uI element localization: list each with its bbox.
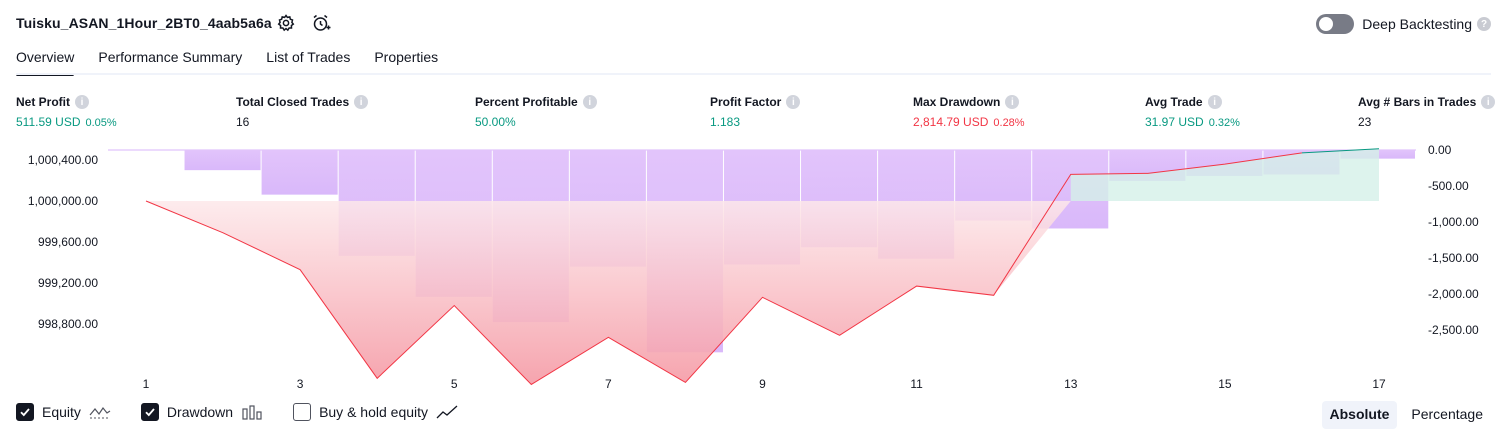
info-icon[interactable]: i [75,95,89,109]
right-axis-tick-label: -2,000.00 [1428,287,1479,301]
x-axis-tick-label: 3 [297,377,304,391]
legend-buy-hold-label: Buy & hold equity [319,404,429,420]
equity-drawdown-chart[interactable]: 998,800.00 999,200.00 999,600.00 1,000,000.… [0,140,1507,398]
metric-label: Avg # Bars in Trades [1358,95,1477,109]
strategy-title: Tuisku_ASAN_1Hour_2BT0_4aab5a6a [16,15,272,31]
deep-backtesting-label: Deep Backtesting [1362,16,1472,32]
left-axis-tick-label: 999,600.00 [38,235,98,249]
help-question-icon[interactable]: ? [1477,17,1491,31]
metric-label: Percent Profitable [475,95,578,109]
info-icon[interactable]: i [1207,95,1222,109]
metric-label: Total Closed Trades [236,95,350,109]
metric-label: Max Drawdown [913,95,1001,109]
metric-value: 1.183 [710,115,741,129]
metric-net-profit: Net Profit i 511.59 USD 0.05% [16,94,117,129]
metric-profit-factor: Profit Factor i 1.183 [710,94,801,129]
settings-gear-icon[interactable] [276,13,296,33]
drawdown-checkbox[interactable] [140,403,159,421]
buy-hold-checkbox[interactable] [293,403,312,421]
x-axis-tick-label: 5 [451,377,458,391]
x-axis-tick-label: 7 [605,377,612,391]
checkmark-icon [20,408,30,417]
equity-gain-area [1070,148,1379,201]
equity-loss-area [146,201,1071,385]
info-icon[interactable]: i [1005,95,1020,109]
deep-backtesting-control: Deep Backtesting ? [1316,13,1491,35]
drawdown-bar [184,150,261,171]
absolute-mode-button[interactable]: Absolute [1321,401,1398,429]
equity-line-gain-segment [1301,148,1380,154]
metric-value: 50.00% [475,115,516,129]
metric-percent: 0.32% [1208,117,1240,129]
left-axis-tick-label: 999,200.00 [38,276,98,290]
add-alert-clock-icon[interactable] [311,13,331,33]
metric-avg-bars-in-trades: Avg # Bars in Trades i 23 [1358,94,1496,129]
buy-hold-line-glyph-icon [436,405,458,419]
report-tabs: Overview Performance Summary List of Tra… [16,46,462,76]
metric-label: Net Profit [16,95,70,109]
drawdown-bar [261,150,338,195]
metric-percent: 0.05% [85,117,117,129]
tab-list-of-trades[interactable]: List of Trades [266,49,351,65]
x-axis-tick-label: 17 [1372,377,1386,391]
x-axis-tick-label: 13 [1064,377,1078,391]
equity-checkbox[interactable] [16,403,34,421]
right-axis-tick-label: -1,000.00 [1428,215,1479,229]
metric-value: 2,814.79 USD [913,115,989,129]
legend-drawdown-label: Drawdown [166,404,234,420]
info-icon[interactable]: i [786,95,801,109]
equity-line-glyph-icon [89,406,111,419]
info-icon[interactable]: i [354,95,369,109]
metric-avg-trade: Avg Trade i 31.97 USD 0.32% [1145,94,1240,129]
tab-performance-summary[interactable]: Performance Summary [98,49,243,65]
deep-backtesting-toggle[interactable] [1316,14,1355,34]
tabs-divider [16,73,1491,75]
metric-total-closed-trades: Total Closed Trades i 16 [236,94,369,129]
left-axis-tick-label: 1,000,000.00 [28,194,98,208]
left-axis-tick-label: 1,000,400.00 [28,153,98,167]
drawdown-bars-glyph-icon [242,405,262,420]
tab-overview[interactable]: Overview [16,46,75,76]
legend-equity-label: Equity [42,404,81,420]
right-axis-tick-label: -2,500.00 [1428,323,1479,337]
percentage-mode-button[interactable]: Percentage [1411,406,1483,422]
metric-value: 31.97 USD [1145,115,1204,129]
equity-line [145,152,1303,386]
right-axis-tick-label: -1,500.00 [1428,251,1479,265]
metric-value: 23 [1358,115,1372,129]
checkmark-icon [145,408,155,417]
value-mode-switch: Absolute Percentage [1316,401,1492,429]
metric-value: 16 [236,115,250,129]
metric-value: 511.59 USD [16,115,81,129]
x-axis-tick-label: 1 [143,377,150,391]
tab-properties[interactable]: Properties [374,49,439,65]
x-axis-tick-label: 11 [910,377,923,391]
toggle-knob [1319,17,1334,31]
legend-equity[interactable]: Equity [16,403,111,421]
metric-max-drawdown: Max Drawdown i 2,814.79 USD 0.28% [913,94,1025,129]
info-icon[interactable]: i [1481,95,1496,109]
metric-percent-profitable: Percent Profitable i 50.00% [475,94,597,129]
legend-drawdown[interactable]: Drawdown [140,403,263,421]
info-icon[interactable]: i [582,95,597,109]
left-axis-tick-label: 998,800.00 [38,317,98,331]
legend-buy-hold[interactable]: Buy & hold equity [293,403,458,421]
right-axis-tick-label: 0.00 [1428,143,1452,157]
strategy-header: Tuisku_ASAN_1Hour_2BT0_4aab5a6a Deep Bac… [0,0,1507,46]
chart-legend: Equity Drawdown Buy & hold equity [16,403,488,421]
x-axis-tick-label: 15 [1218,377,1232,391]
right-axis-tick-label: -500.00 [1428,179,1469,193]
metric-label: Profit Factor [710,95,782,109]
metric-percent: 0.28% [993,117,1025,129]
metric-label: Avg Trade [1145,95,1203,109]
x-axis-tick-label: 9 [759,377,766,391]
